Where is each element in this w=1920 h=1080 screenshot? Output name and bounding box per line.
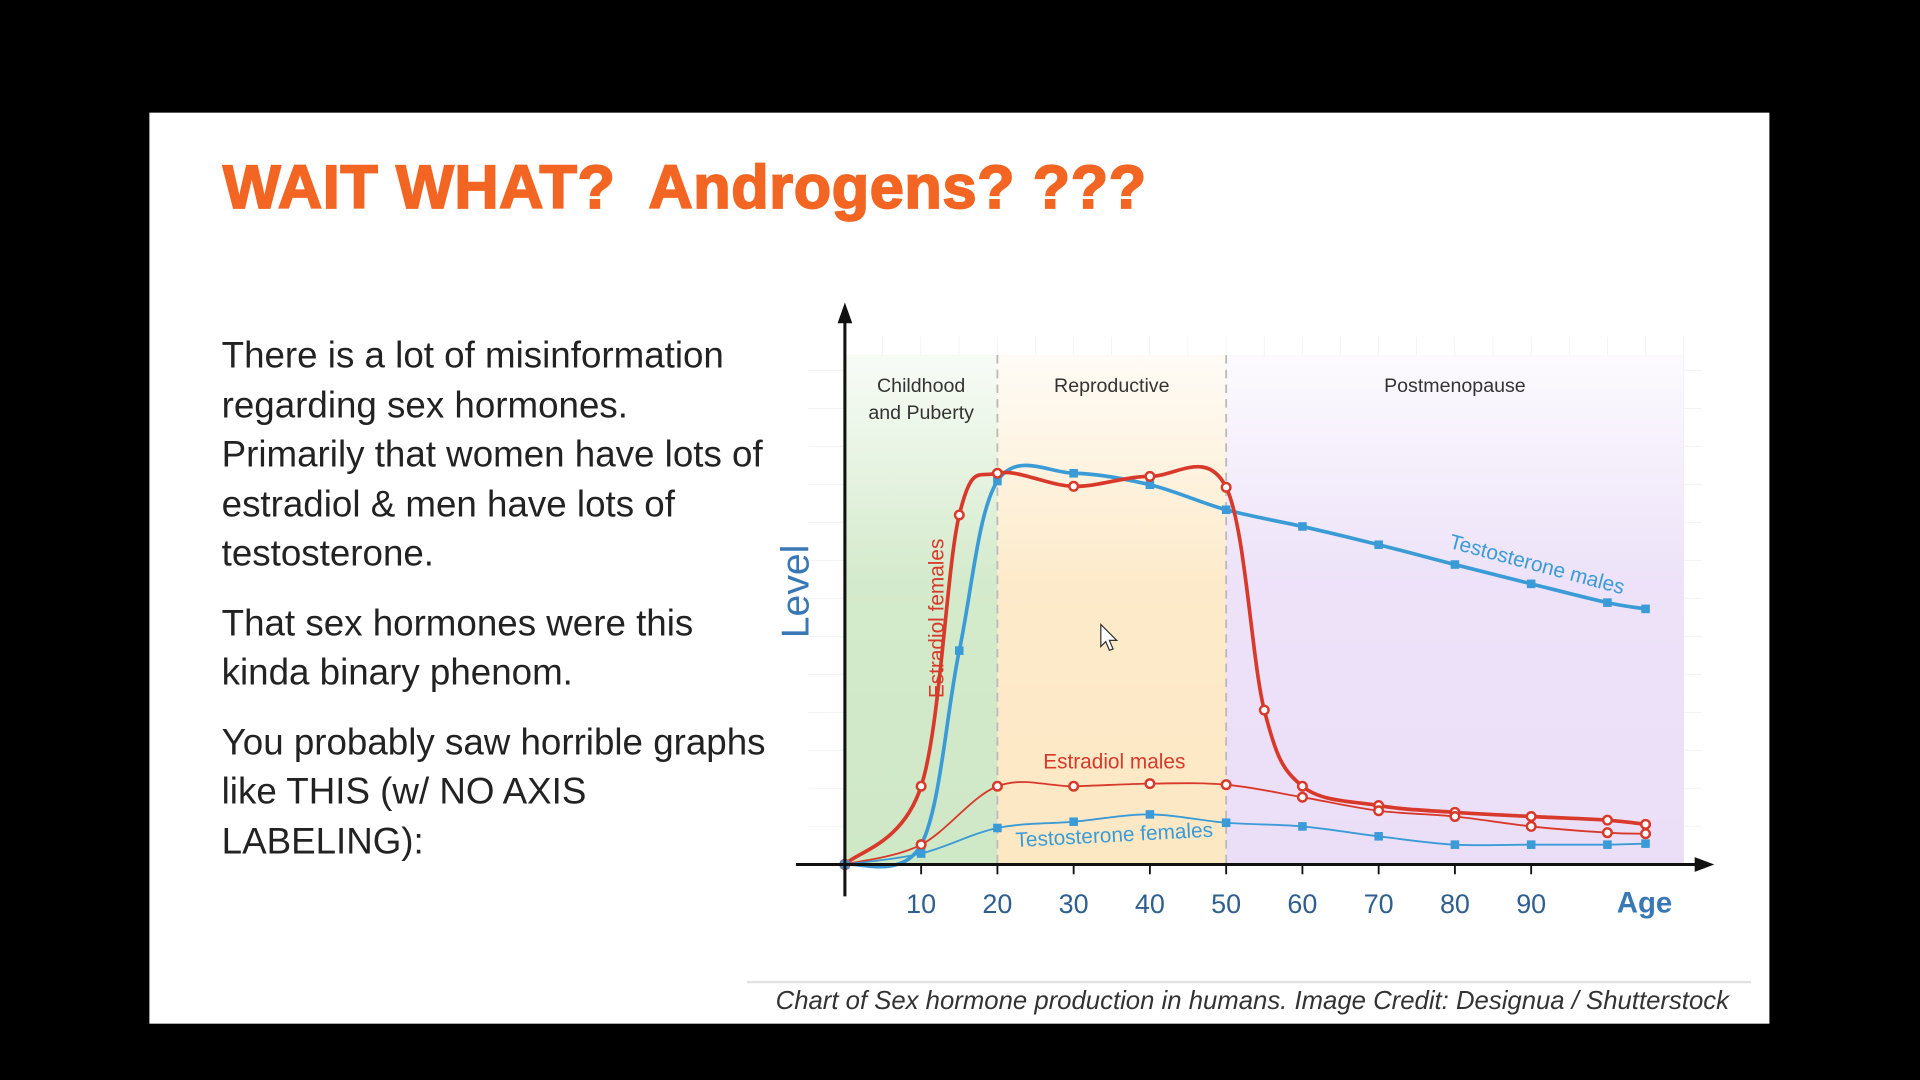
paragraph: You probably saw horrible graphs like TH…: [221, 721, 766, 862]
marker: [1298, 522, 1307, 531]
series-label: Estradiol males: [1043, 750, 1185, 773]
phase-label: Reproductive: [1054, 375, 1170, 397]
marker: [993, 823, 1002, 833]
marker: [1220, 779, 1232, 791]
paragraph: That sex hormones were this kinda binary…: [221, 603, 694, 694]
y-axis-label: Level: [775, 545, 818, 639]
fade: [844, 355, 1684, 865]
marker: [1603, 598, 1612, 607]
marker: [1258, 704, 1270, 716]
slide-title: WAIT WHAT? Androgens? ???: [222, 152, 1147, 222]
marker: [991, 467, 1003, 479]
marker: [1374, 832, 1383, 841]
x-tick-label: 30: [1059, 889, 1089, 919]
x-tick-label: 10: [906, 889, 936, 919]
phase-label: Childhood and Puberty: [868, 375, 974, 424]
marker: [1144, 470, 1156, 482]
marker: [993, 476, 1002, 486]
x-tick-label: 20: [982, 889, 1012, 919]
paragraph: There is a lot of misinformation regardi…: [221, 335, 763, 575]
marker: [1526, 579, 1536, 589]
marker: [1449, 810, 1461, 823]
slide-body: There is a lot of misinformation regardi…: [222, 332, 773, 887]
x-tick-label: 90: [1516, 889, 1546, 919]
marker: [1069, 468, 1078, 478]
marker: [915, 780, 927, 792]
y-arrow: [837, 302, 853, 324]
series-line: [844, 463, 1646, 869]
marker: [1601, 814, 1613, 826]
marker: [953, 509, 965, 521]
x-tick-label: 40: [1135, 889, 1165, 919]
marker: [1296, 780, 1308, 792]
marker: [916, 849, 926, 858]
marker: [1525, 810, 1537, 823]
separators: [996, 355, 1228, 865]
marker: [1221, 505, 1231, 515]
series-line: [843, 465, 1646, 866]
marker: [1220, 481, 1232, 493]
marker: [1640, 818, 1652, 830]
marker: [1525, 820, 1537, 832]
marker: [1144, 778, 1156, 790]
marker: [1069, 817, 1078, 827]
x-tick-label: 70: [1364, 889, 1394, 919]
marker: [1221, 818, 1231, 828]
marker: [1603, 840, 1612, 849]
marker: [1450, 840, 1460, 849]
x-tick-label: 50: [1211, 889, 1241, 919]
x-ticks: 10 20 30 40 50 60 70 80 90: [906, 864, 1546, 919]
marker: [1298, 822, 1307, 831]
marker: [1526, 840, 1536, 849]
marker: [1601, 827, 1613, 839]
marker: [1641, 839, 1650, 848]
marker: [1145, 480, 1155, 490]
x-tick-label: 60: [1287, 889, 1317, 919]
marker: [1296, 791, 1308, 803]
x-axis-label: Age: [1617, 887, 1673, 920]
marker: [1640, 828, 1652, 840]
mouse-cursor: [1100, 623, 1119, 651]
marker: [1068, 480, 1080, 492]
marker: [954, 646, 964, 655]
marker: [1145, 810, 1155, 819]
x-arrow: [1694, 857, 1715, 872]
marker: [915, 839, 927, 851]
marker: [1373, 805, 1385, 817]
phase-label: Postmenopause: [1384, 375, 1526, 397]
marker: [1068, 780, 1080, 792]
marker: [991, 780, 1003, 792]
caption: Chart of Sex hormone production in human…: [775, 986, 1729, 1016]
marker: [1374, 540, 1383, 550]
series-label: Estradiol females: [925, 539, 948, 699]
marker: [1641, 604, 1650, 614]
marker: [1450, 560, 1460, 569]
x-tick-label: 80: [1440, 889, 1470, 919]
